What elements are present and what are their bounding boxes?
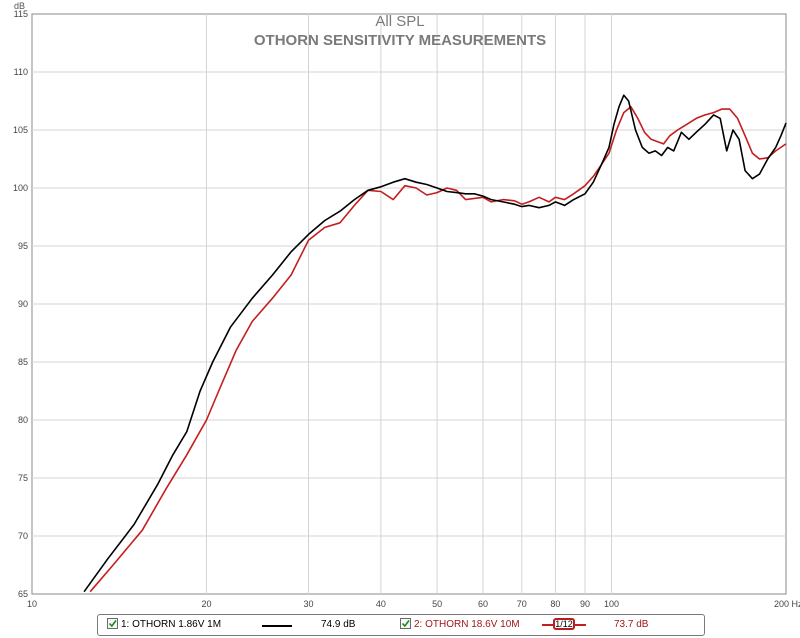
- x-tick-label: 100: [604, 599, 619, 609]
- chart-title: All SPL: [375, 13, 424, 30]
- x-tick-label: 80: [550, 599, 560, 609]
- x-tick-label: 70: [517, 599, 527, 609]
- chart-subtitle: OTHORN SENSITIVITY MEASUREMENTS: [254, 32, 546, 49]
- series1-swatch: [262, 625, 292, 627]
- series-group: [83, 94, 787, 593]
- y-tick-label: 90: [18, 299, 28, 309]
- series1-value: 74.9 dB: [321, 619, 356, 630]
- y-tick-label: 115: [14, 9, 28, 19]
- series1-checkbox[interactable]: [107, 618, 118, 629]
- x-tick-label: 50: [432, 599, 442, 609]
- y-tick-label: 65: [18, 589, 28, 599]
- x-tick-label: 30: [304, 599, 314, 609]
- series2-line: [89, 106, 787, 593]
- y-tick-label: 100: [13, 183, 28, 193]
- y-tick-label: 75: [18, 473, 28, 483]
- x-tick-label: 40: [376, 599, 386, 609]
- grid: [32, 14, 786, 594]
- x-tick-label: 60: [478, 599, 488, 609]
- y-unit-label: dB: [14, 1, 25, 11]
- series2-swatch-right: [574, 624, 586, 626]
- spl-chart: 65 70 75 80 85 90 95 100 105 110 115 10 20 30 40 50 60 7…: [13, 1, 800, 609]
- y-tick-label: 110: [14, 67, 28, 77]
- series2-value: 73.7 dB: [614, 619, 649, 630]
- series2-swatch-left: [542, 624, 554, 626]
- y-tick-label: 95: [18, 241, 28, 251]
- series2-checkbox[interactable]: [400, 618, 411, 629]
- series2-label: 2: OTHORN 18.6V 10M: [414, 619, 520, 630]
- series1-line: [83, 94, 787, 593]
- y-tick-label: 105: [13, 125, 28, 135]
- y-tick-label: 70: [18, 531, 28, 541]
- y-tick-label: 85: [18, 357, 28, 367]
- smoothing-indicator[interactable]: 1/12: [553, 618, 575, 630]
- x-tick-label: 20: [201, 599, 211, 609]
- x-tick-label: 200 Hz: [774, 599, 800, 609]
- series1-label: 1: OTHORN 1.86V 1M: [121, 619, 222, 630]
- x-tick-label: 10: [27, 599, 37, 609]
- x-tick-label: 90: [580, 599, 590, 609]
- x-tick-labels: 10 20 30 40 50 60 70 80 90 100 200 Hz: [27, 599, 800, 609]
- y-tick-labels: 65 70 75 80 85 90 95 100 105 110 115: [13, 9, 28, 599]
- y-tick-label: 80: [18, 415, 28, 425]
- legend: 1: OTHORN 1.86V 1M 74.9 dB 2: OTHORN 18.…: [97, 614, 705, 636]
